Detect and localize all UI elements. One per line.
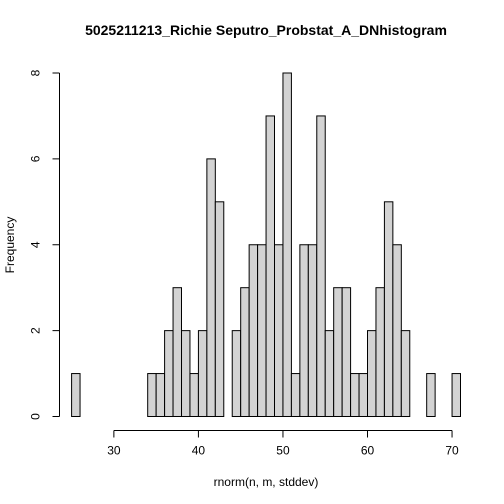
histogram-bar <box>324 330 335 418</box>
histogram-bar <box>240 287 250 417</box>
histogram-bar <box>307 244 318 417</box>
histogram-bar <box>333 287 343 417</box>
y-tick-label: 4 <box>29 241 43 248</box>
histogram-bar <box>400 330 411 418</box>
histogram-bar <box>189 373 199 417</box>
histogram-bar <box>316 115 326 417</box>
histogram-bar <box>392 244 402 417</box>
y-tick-label: 8 <box>29 69 43 76</box>
histogram-bar <box>341 287 352 417</box>
x-axis-label: rnorm(n, m, stddev) <box>214 475 319 489</box>
histogram-bar <box>172 287 183 417</box>
x-tick-label: 70 <box>445 444 459 458</box>
histogram-bar <box>248 244 259 417</box>
histogram-bar <box>358 373 368 417</box>
histogram-bar <box>282 72 292 417</box>
histogram-bar <box>426 373 436 417</box>
histogram-bar <box>155 373 166 417</box>
histogram-bar <box>375 287 385 417</box>
histogram-bar <box>164 330 174 418</box>
histogram-bar <box>257 244 267 417</box>
y-tick-label: 6 <box>29 155 43 162</box>
x-tick-label: 50 <box>276 444 290 458</box>
histogram-bar <box>383 201 394 417</box>
histogram-bar <box>265 115 275 417</box>
x-tick-label: 40 <box>192 444 206 458</box>
histogram-bar <box>71 373 81 417</box>
bars-group <box>71 72 461 418</box>
y-axis: 0 2 4 6 8 <box>29 69 60 420</box>
histogram-bar <box>350 373 360 417</box>
chart-title: 5025211213_Richie Seputro_Probstat_A_DNh… <box>85 22 447 38</box>
histogram-bar <box>197 330 208 418</box>
histogram-bar <box>290 373 301 417</box>
histogram-bar <box>231 330 242 418</box>
y-tick-label: 2 <box>29 327 43 334</box>
histogram-bar <box>214 201 225 417</box>
x-tick-label: 30 <box>107 444 121 458</box>
histogram-bar <box>181 330 191 418</box>
histogram-bar <box>206 158 216 418</box>
y-axis-label: Frequency <box>3 217 17 274</box>
histogram-bar <box>147 373 157 417</box>
x-axis: 30 40 50 60 70 <box>107 430 459 458</box>
histogram-bar <box>451 373 461 417</box>
histogram-bar <box>367 330 377 418</box>
histogram-bar <box>299 244 309 417</box>
y-tick-label: 0 <box>29 413 43 420</box>
histogram-bar <box>274 244 284 417</box>
x-tick-label: 60 <box>361 444 375 458</box>
